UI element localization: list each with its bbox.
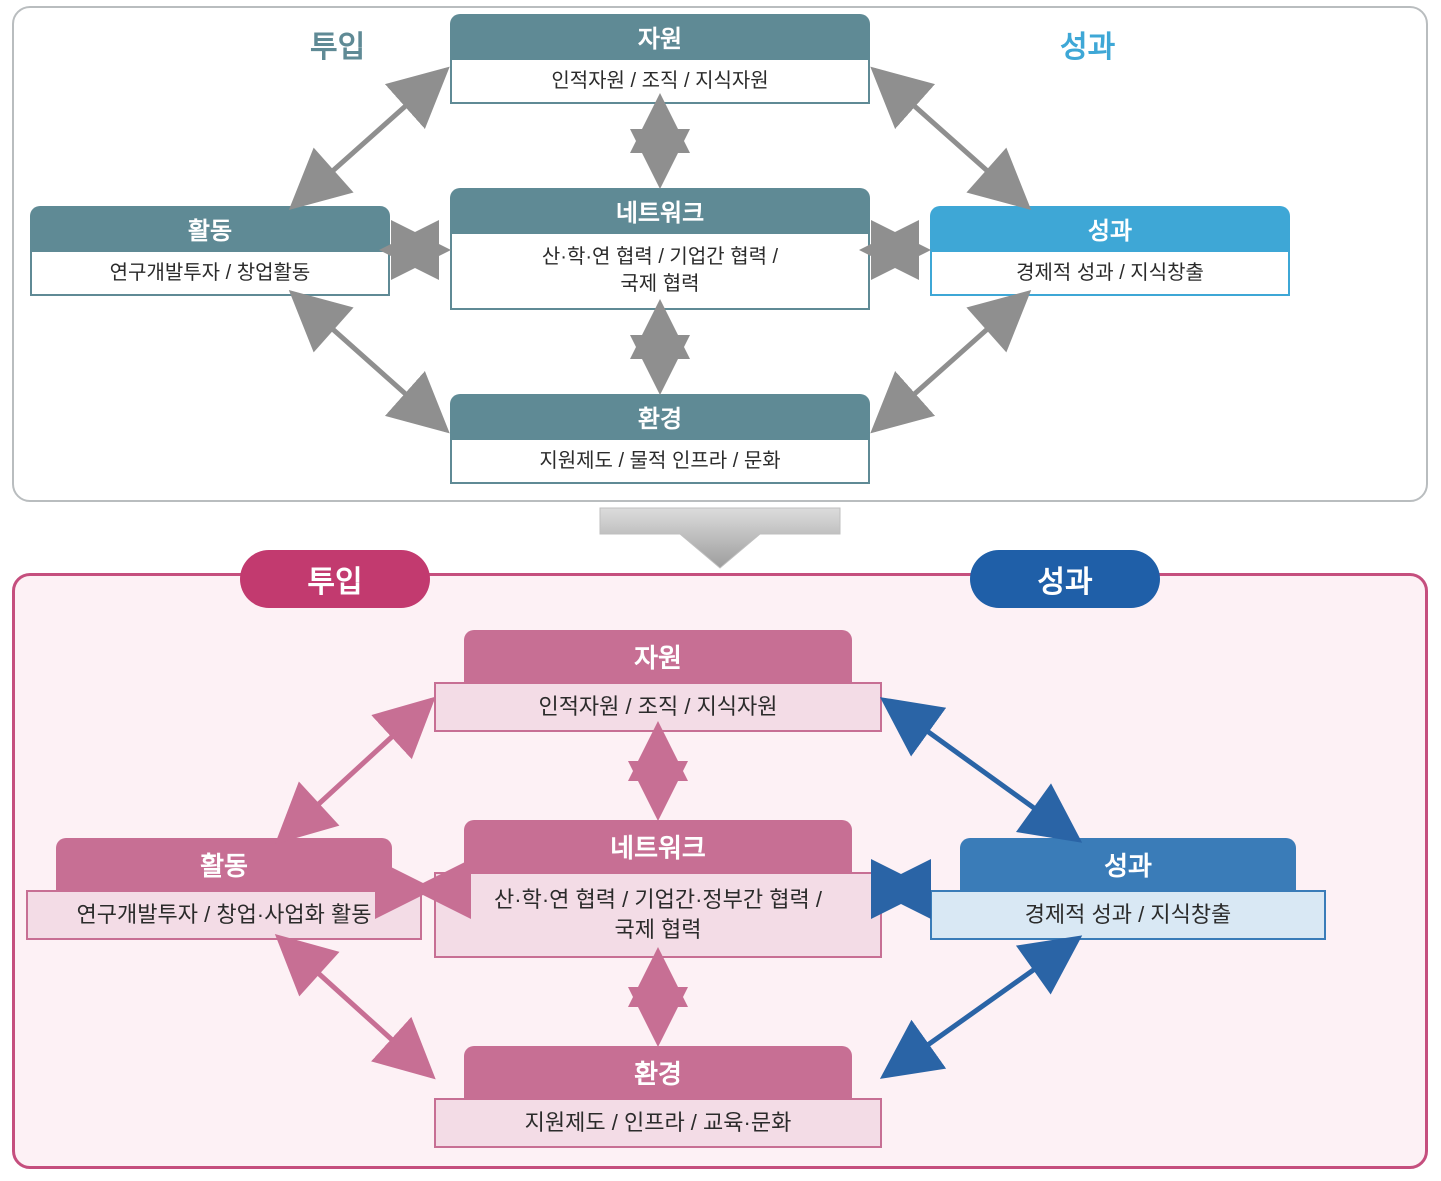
- node-b_network-title: 네트워크: [464, 820, 852, 872]
- node-b_resources-title: 자원: [464, 630, 852, 682]
- node-b_activity-title: 활동: [56, 838, 392, 890]
- node-b_resources: 자원인적자원 / 조직 / 지식자원: [434, 630, 882, 732]
- node-b_network-body: 산·학·연 협력 / 기업간·정부간 협력 / 국제 협력: [434, 872, 882, 958]
- node-t_result: 성과경제적 성과 / 지식창출: [930, 206, 1290, 296]
- node-t_resources-title: 자원: [450, 14, 870, 58]
- node-b_result-body: 경제적 성과 / 지식창출: [930, 890, 1326, 940]
- node-b_activity-body: 연구개발투자 / 창업·사업화 활동: [26, 890, 422, 940]
- node-t_resources: 자원인적자원 / 조직 / 지식자원: [450, 14, 870, 104]
- node-b_network: 네트워크산·학·연 협력 / 기업간·정부간 협력 / 국제 협력: [434, 820, 882, 958]
- node-b_activity: 활동연구개발투자 / 창업·사업화 활동: [26, 838, 422, 940]
- node-b_env: 환경지원제도 / 인프라 / 교육·문화: [434, 1046, 882, 1148]
- node-b_env-title: 환경: [464, 1046, 852, 1098]
- top-input-label: 투입: [310, 22, 365, 66]
- top-output-label: 성과: [1060, 22, 1115, 66]
- node-t_result-body: 경제적 성과 / 지식창출: [930, 250, 1290, 296]
- node-b_result: 성과경제적 성과 / 지식창출: [930, 838, 1326, 940]
- bottom-input-pill: 투입: [240, 550, 430, 608]
- node-t_env: 환경지원제도 / 물적 인프라 / 문화: [450, 394, 870, 484]
- bottom-output-pill: 성과: [970, 550, 1160, 608]
- node-b_resources-body: 인적자원 / 조직 / 지식자원: [434, 682, 882, 732]
- node-t_activity-title: 활동: [30, 206, 390, 250]
- node-t_network: 네트워크산·학·연 협력 / 기업간 협력 / 국제 협력: [450, 188, 870, 310]
- node-t_resources-body: 인적자원 / 조직 / 지식자원: [450, 58, 870, 104]
- node-b_env-body: 지원제도 / 인프라 / 교육·문화: [434, 1098, 882, 1148]
- node-t_env-title: 환경: [450, 394, 870, 438]
- node-t_result-title: 성과: [930, 206, 1290, 250]
- node-t_network-title: 네트워크: [450, 188, 870, 232]
- node-t_env-body: 지원제도 / 물적 인프라 / 문화: [450, 438, 870, 484]
- node-b_result-title: 성과: [960, 838, 1296, 890]
- node-t_activity-body: 연구개발투자 / 창업활동: [30, 250, 390, 296]
- node-t_activity: 활동연구개발투자 / 창업활동: [30, 206, 390, 296]
- node-t_network-body: 산·학·연 협력 / 기업간 협력 / 국제 협력: [450, 232, 870, 310]
